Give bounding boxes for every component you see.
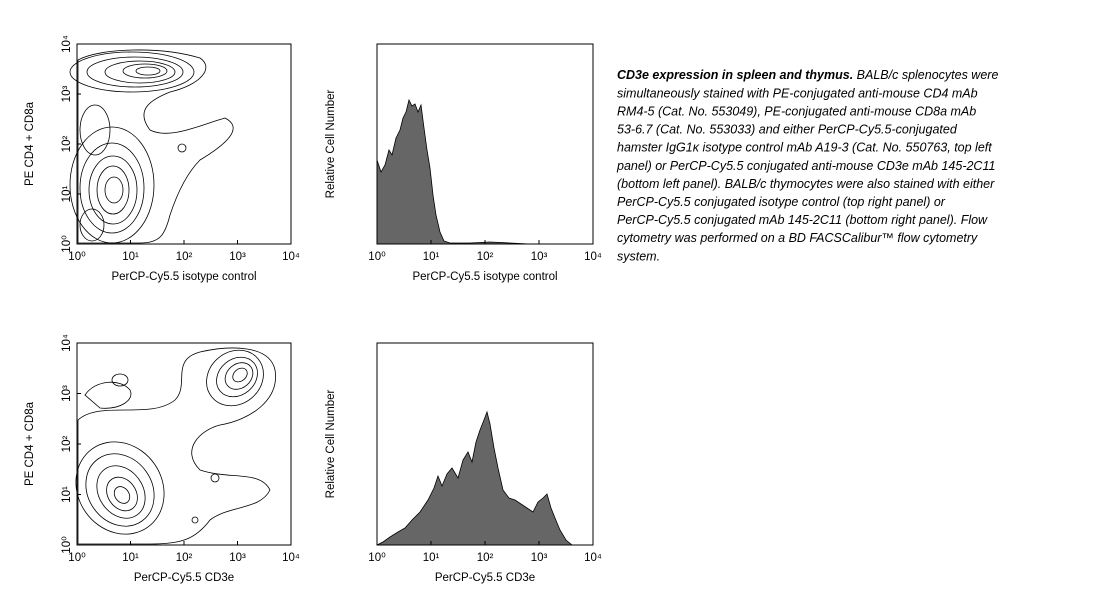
caption-line: hamster IgG1κ isotype control mAb A19-3 … — [617, 141, 992, 155]
y-tick-label: 10² — [61, 436, 73, 453]
plot-frame — [76, 342, 292, 546]
y-tick-label: 10⁰ — [61, 235, 73, 253]
caption-line: PerCP-Cy5.5 conjugated isotype control (… — [617, 195, 946, 209]
x-tick-label: 10² — [176, 251, 193, 263]
x-tick-label: 10² — [477, 552, 494, 564]
x-tick-label: 10⁰ — [368, 251, 386, 263]
caption-line: panel) or PerCP-Cy5.5 conjugated anti-mo… — [616, 159, 995, 173]
y-tick-label: 10³ — [61, 385, 73, 402]
plot-frame — [76, 43, 292, 245]
x-tick-label: 10³ — [531, 251, 548, 263]
x-axis-label: PerCP-Cy5.5 isotype control — [412, 271, 557, 283]
x-tick-label: 10¹ — [423, 552, 440, 564]
x-tick-label: 10⁰ — [68, 251, 86, 263]
y-tick-label: 10¹ — [61, 186, 73, 203]
x-tick-label: 10² — [176, 552, 193, 564]
caption-line: 53-6.7 (Cat. No. 553033) and either PerC… — [617, 123, 958, 137]
contour-plot — [69, 49, 234, 244]
caption-line: CD3e expression in spleen and thymus. BA… — [617, 68, 998, 82]
y-tick-label: 10⁴ — [61, 35, 73, 53]
y-axis-label: Relative Cell Number — [325, 90, 337, 199]
y-axis-label: PE CD4 + CD8a — [24, 101, 36, 186]
x-tick-label: 10⁰ — [68, 552, 86, 564]
y-tick-label: 10¹ — [61, 486, 73, 503]
x-tick-label: 10¹ — [122, 251, 139, 263]
x-tick-label: 10⁰ — [368, 552, 386, 564]
histogram — [376, 410, 574, 546]
caption-line: (bottom left panel). BALB/c thymocytes w… — [617, 177, 995, 191]
y-tick-label: 10³ — [61, 86, 73, 103]
x-tick-label: 10⁴ — [282, 552, 300, 564]
x-tick-label: 10² — [477, 251, 494, 263]
caption-text: BALB/c splenocytes were — [853, 68, 998, 82]
x-tick-label: 10⁴ — [282, 251, 300, 263]
caption-line: RM4-5 (Cat. No. 553049), PE-conjugated a… — [617, 104, 976, 118]
x-axis-label: PerCP-Cy5.5 isotype control — [111, 271, 256, 283]
y-axis-label: Relative Cell Number — [325, 390, 337, 499]
caption-line: cytometry was performed on a BD FACSCali… — [617, 231, 978, 245]
caption-line: simultaneously stained with PE-conjugate… — [617, 86, 978, 100]
x-tick-label: 10³ — [229, 251, 246, 263]
contour-plot — [75, 347, 276, 545]
y-tick-label: 10² — [61, 136, 73, 153]
y-tick-label: 10⁴ — [61, 334, 73, 352]
x-tick-label: 10⁴ — [584, 552, 602, 564]
caption-line: system. — [617, 249, 660, 263]
x-tick-label: 10¹ — [423, 251, 440, 263]
x-axis-label: PerCP-Cy5.5 CD3e — [134, 572, 234, 584]
y-axis-label: PE CD4 + CD8a — [24, 401, 36, 486]
x-tick-label: 10³ — [531, 552, 548, 564]
y-tick-label: 10⁰ — [61, 536, 73, 554]
x-tick-label: 10¹ — [122, 552, 139, 564]
x-tick-label: 10³ — [229, 552, 246, 564]
histogram — [376, 98, 531, 245]
x-axis-label: PerCP-Cy5.5 CD3e — [435, 572, 535, 584]
x-tick-label: 10⁴ — [584, 251, 602, 263]
caption-title: CD3e expression in spleen and thymus. — [617, 68, 853, 82]
caption-line: PerCP-Cy5.5 conjugated mAb 145-2C11 (bot… — [617, 213, 988, 227]
